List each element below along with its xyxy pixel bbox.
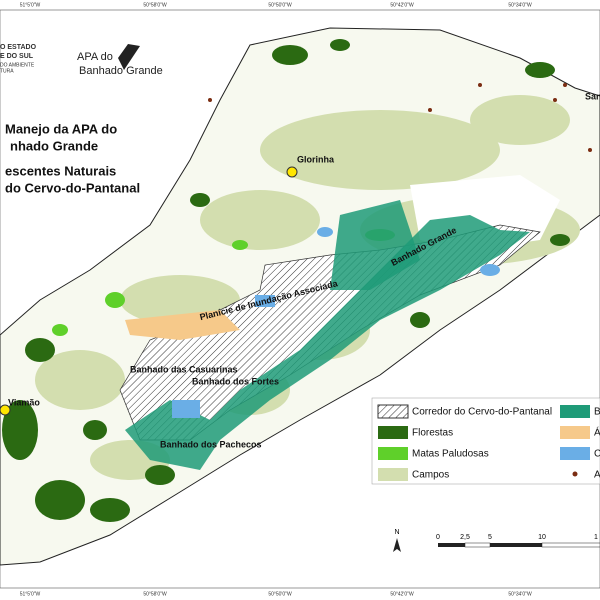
north-arrow <box>393 538 401 552</box>
legend-swatch <box>377 404 409 419</box>
town-marker <box>0 404 11 416</box>
coordinate-label: 50°42'0"W <box>390 591 414 597</box>
agency-text: TURA <box>0 68 14 74</box>
logo-text: APA do <box>77 51 113 63</box>
agency-text: DO AMBIENTE <box>0 62 35 68</box>
logo-text: Banhado Grande <box>79 65 163 77</box>
scale-label: 10 <box>538 534 546 541</box>
banhados <box>125 215 530 470</box>
coordinate-label: 51°5'0"W <box>20 2 41 8</box>
place-label: Banhado dos Pachecos <box>160 439 262 449</box>
legend-label: Campos <box>412 470 449 481</box>
legend-label: Á <box>594 426 600 439</box>
north-label: N <box>394 529 399 536</box>
legend-label: Ba <box>594 407 600 418</box>
corpos-agua <box>172 227 500 418</box>
logo-box <box>72 38 160 83</box>
town-marker <box>286 166 298 178</box>
place-label: Banhado dos Fortes <box>192 376 279 386</box>
coordinate-label: 50°34'0"W <box>508 591 532 597</box>
map-title: Manejo da APA do <box>5 121 117 136</box>
scale-label: 2,5 <box>460 534 470 541</box>
legend-label: Matas Paludosas <box>412 449 489 460</box>
legend-swatch <box>560 426 590 439</box>
place-label: Viamão <box>8 397 40 407</box>
area-antropica <box>125 310 240 340</box>
coordinate-label: 51°5'0"W <box>20 591 41 597</box>
legend-swatch <box>378 426 408 439</box>
legend-label: Af <box>594 470 600 481</box>
florestas <box>2 39 570 522</box>
coordinate-label: 50°50'0"W <box>268 2 292 8</box>
place-label: San <box>585 91 600 101</box>
legend-label: Florestas <box>412 428 453 439</box>
coordinate-label: 50°34'0"W <box>508 2 532 8</box>
legend-swatch <box>560 405 590 418</box>
scale-label: 5 <box>488 534 492 541</box>
place-label: Banhado das Casuarinas <box>130 364 238 374</box>
coordinate-label: 50°42'0"W <box>390 2 414 8</box>
scale-bar <box>438 542 600 548</box>
scale-label: 0 <box>436 534 440 541</box>
scale-label: 1 <box>594 534 598 541</box>
place-label: Glorinha <box>297 154 335 164</box>
agency-text: O ESTADO <box>0 44 37 51</box>
afloramentos <box>208 83 592 152</box>
legend-swatch <box>572 471 578 477</box>
legend-swatch <box>560 447 590 460</box>
map-title: do Cervo-do-Pantanal <box>5 180 140 195</box>
coordinate-label: 50°50'0"W <box>268 591 292 597</box>
legend-label: Co <box>594 449 600 460</box>
logo-bird <box>118 44 140 70</box>
agency-text: E DO SUL <box>0 53 34 60</box>
legend-label: Corredor do Cervo-do-Pantanal <box>412 407 552 418</box>
map-title: nhado Grande <box>10 138 98 153</box>
banhados <box>330 200 420 290</box>
coordinate-label: 50°58'0"W <box>143 2 167 8</box>
coordinate-label: 50°58'0"W <box>143 591 167 597</box>
legend-swatch <box>378 468 408 481</box>
legend-swatch <box>378 447 408 460</box>
map-title: escentes Naturais <box>5 163 116 178</box>
